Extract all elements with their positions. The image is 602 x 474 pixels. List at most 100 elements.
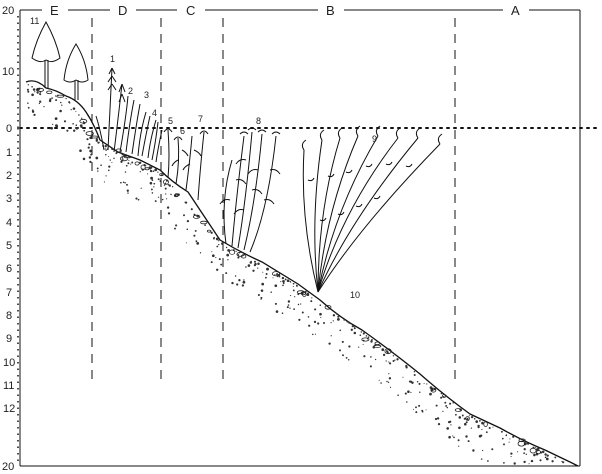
sediment-dot bbox=[389, 362, 392, 365]
emergent-reeds-icon bbox=[95, 67, 163, 163]
sediment-dot bbox=[479, 420, 481, 422]
pebble bbox=[36, 87, 44, 92]
sediment-dot bbox=[280, 281, 282, 283]
sediment-dot bbox=[481, 421, 484, 425]
sediment-dot bbox=[523, 452, 525, 454]
sediment-dot bbox=[362, 343, 364, 346]
sediment-dot bbox=[275, 310, 279, 313]
sediment-dot bbox=[139, 161, 142, 164]
sediment-dot bbox=[225, 246, 228, 249]
sediment-dot bbox=[247, 264, 251, 267]
pebble bbox=[192, 214, 201, 219]
sediment-dot bbox=[218, 240, 220, 242]
sediment-dot bbox=[108, 165, 111, 168]
pebble bbox=[529, 447, 537, 454]
sediment-dot bbox=[135, 197, 138, 200]
sediment-dot bbox=[151, 179, 154, 181]
sediment-dot bbox=[467, 440, 470, 443]
sediment-dot bbox=[50, 126, 53, 130]
sediment-dot bbox=[89, 160, 92, 163]
depth-label-5: 5 bbox=[6, 240, 12, 252]
sediment-dot bbox=[402, 376, 404, 378]
sediment-dot bbox=[405, 364, 408, 368]
sediment-dot bbox=[437, 422, 441, 426]
sediment-dot bbox=[252, 269, 255, 272]
sediment-dot bbox=[512, 435, 515, 438]
sediment-dot bbox=[347, 358, 350, 361]
sediment-dot bbox=[75, 110, 77, 113]
sediment-dot bbox=[104, 144, 107, 148]
sediment-dot bbox=[124, 171, 127, 173]
sediment-dot bbox=[508, 441, 510, 443]
sediment-dot bbox=[272, 277, 274, 279]
sediment-dot bbox=[442, 410, 444, 413]
sediment-dot bbox=[319, 304, 322, 307]
sediment-dot bbox=[348, 322, 350, 324]
sediment-dot bbox=[185, 242, 188, 244]
pebble bbox=[79, 118, 88, 124]
sediment-dot bbox=[234, 275, 237, 277]
sediment-dot bbox=[461, 414, 464, 417]
sediment-dot bbox=[353, 327, 356, 330]
sediment-dot bbox=[348, 345, 351, 348]
sediment-dot bbox=[107, 169, 110, 172]
sediment-dot bbox=[296, 285, 298, 287]
sediment-dot bbox=[396, 358, 399, 361]
sediment-dot bbox=[161, 198, 164, 201]
sediment-dot bbox=[353, 331, 357, 335]
sediment-dot bbox=[220, 263, 223, 266]
sediment-dot bbox=[226, 253, 230, 257]
sediment-dot bbox=[82, 120, 85, 123]
sediment-dot bbox=[392, 355, 395, 357]
zone-label-e: E bbox=[50, 3, 59, 18]
sediment-dot bbox=[385, 360, 387, 362]
long-stemmed-plants-icon bbox=[301, 125, 443, 293]
pebble bbox=[174, 193, 179, 197]
sediment-dot bbox=[75, 126, 79, 130]
sediment-dot bbox=[174, 227, 176, 230]
sediment-dot bbox=[51, 97, 53, 99]
pebble bbox=[361, 337, 370, 342]
sediment-dot bbox=[66, 129, 69, 132]
sediment-dot bbox=[298, 318, 301, 321]
sediment-dot bbox=[369, 365, 372, 368]
sediment-dot bbox=[167, 212, 171, 215]
sediment-dot bbox=[407, 390, 410, 393]
sediment-dot bbox=[546, 454, 549, 457]
pebble bbox=[46, 90, 53, 94]
sediment-dot bbox=[27, 102, 29, 104]
sediment-dot bbox=[26, 88, 29, 91]
sediment-dot bbox=[150, 166, 153, 169]
sediment-dot bbox=[274, 302, 277, 305]
pebble bbox=[518, 438, 526, 443]
sediment-dot bbox=[82, 157, 86, 161]
plant-label-10: 10 bbox=[350, 290, 360, 300]
sediment-dot bbox=[130, 157, 132, 159]
sediment-dot bbox=[388, 377, 392, 380]
sediment-dot bbox=[130, 163, 132, 165]
sediment-dot bbox=[89, 149, 92, 153]
sediment-dot bbox=[96, 167, 99, 170]
sediment-dot bbox=[166, 206, 170, 209]
depth-label-4: 4 bbox=[6, 217, 12, 229]
sediment-dot bbox=[289, 280, 291, 283]
sediment-dot bbox=[292, 289, 295, 292]
sediment-dot bbox=[59, 109, 62, 113]
sediment-dot bbox=[210, 231, 213, 234]
sediment-dot bbox=[166, 198, 168, 200]
zone-label-d: D bbox=[118, 3, 127, 18]
sediment-dot bbox=[464, 422, 467, 426]
sediment-dot bbox=[539, 459, 542, 462]
sediment-dot bbox=[241, 284, 245, 287]
sediment-dot bbox=[387, 351, 389, 353]
sediment-dot bbox=[545, 457, 549, 461]
sediment-dot bbox=[528, 463, 530, 465]
sediment-dot bbox=[470, 415, 474, 419]
sediment-dot bbox=[168, 184, 171, 187]
sediment-dot bbox=[216, 268, 219, 271]
sediment-dot bbox=[196, 242, 200, 245]
sediment-dot bbox=[440, 392, 443, 395]
sediment-dot bbox=[509, 438, 511, 440]
sediment-dot bbox=[481, 449, 484, 452]
pebble bbox=[465, 416, 470, 421]
